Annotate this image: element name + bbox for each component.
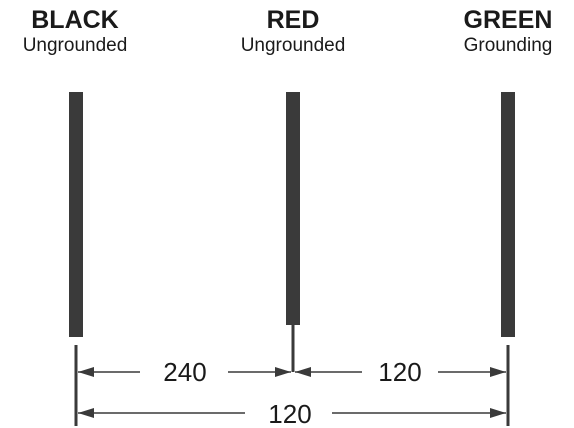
conductor-header-green: GREEN Grounding [433, 6, 574, 58]
dimension-label-red-green: 120 [378, 357, 421, 387]
conductor-bar-green [501, 92, 515, 337]
dimension-label-black-green: 120 [268, 399, 311, 428]
conductor-bar-red [286, 92, 300, 325]
conductor-name: RED [266, 6, 320, 34]
conductor-role: Grounding [463, 35, 553, 56]
dimension-label-black-red: 240 [163, 357, 206, 387]
conductor-name: BLACK [31, 6, 119, 34]
conductor-role: Ungrounded [22, 35, 128, 56]
conductor-role: Ungrounded [240, 35, 346, 56]
conductor-name: GREEN [463, 6, 553, 34]
conductor-bar-black [69, 92, 83, 337]
conductor-header-black: BLACK Ungrounded [0, 6, 150, 58]
conductor-header-red: RED Ungrounded [218, 6, 368, 58]
